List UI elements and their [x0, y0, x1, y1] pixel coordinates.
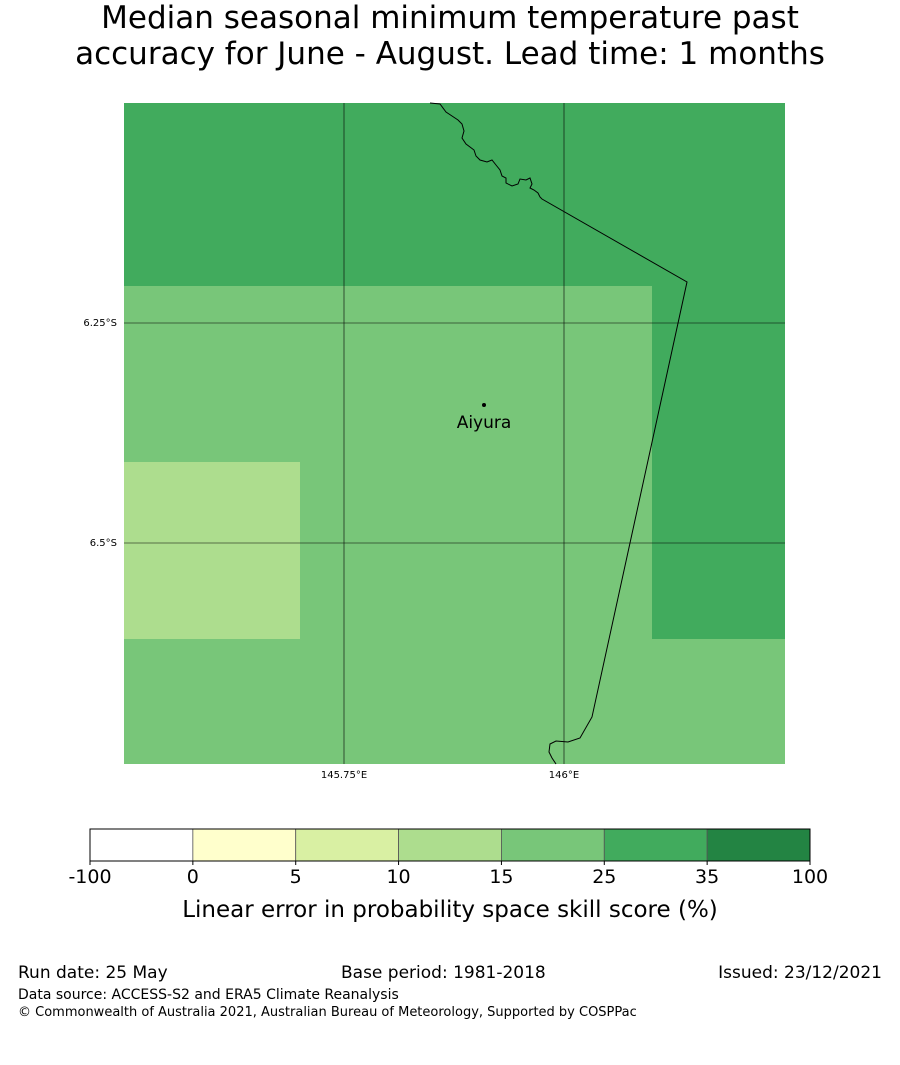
grid-cell	[124, 286, 300, 462]
grid-cell	[652, 103, 785, 286]
base-period: Base period: 1981-2018	[341, 963, 546, 983]
lat-label-2: 6.5°S	[90, 538, 117, 549]
location-dot	[482, 403, 486, 407]
grid-cell	[300, 462, 476, 639]
grid-cell	[652, 639, 785, 764]
colorbar-tick-label: -100	[68, 866, 111, 888]
border-line	[429, 102, 688, 765]
colorbar-tick-label: 0	[187, 866, 199, 888]
lon-label-1: 145.75°E	[321, 770, 367, 781]
colorbar-tick-label: 35	[695, 866, 719, 888]
graticule	[124, 103, 785, 764]
colorbar-segment	[706, 828, 811, 862]
colorbar-segment	[398, 828, 502, 862]
grid-cell	[300, 639, 476, 764]
title-line-1: Median seasonal minimum temperature past	[101, 0, 799, 36]
grid-cell	[300, 103, 476, 286]
colorbar-tick-label: 15	[489, 866, 513, 888]
colorbar-tick-label: 25	[592, 866, 616, 888]
grid-cell	[124, 639, 300, 764]
run-date: Run date: 25 May	[18, 963, 168, 983]
colorbar-tick-label: 10	[386, 866, 410, 888]
data-source: Data source: ACCESS-S2 and ERA5 Climate …	[18, 987, 399, 1003]
issued-date: Issued: 23/12/2021	[718, 963, 882, 983]
colorbar-label: Linear error in probability space skill …	[182, 897, 718, 923]
colorbar-frame	[89, 828, 811, 862]
colorbar-segment	[603, 828, 708, 862]
grid-cell	[652, 286, 785, 462]
colorbar-tick-label: 5	[290, 866, 302, 888]
colorbar-segment	[192, 828, 297, 862]
skill-grid	[124, 103, 785, 764]
location-marker: Aiyura	[457, 403, 512, 433]
lon-label-2: 146°E	[549, 770, 579, 781]
grid-cell	[300, 286, 476, 462]
colorbar-tick-label: 100	[792, 866, 828, 888]
colorbar: -100 0 5 10 15 25 35 100	[68, 828, 828, 888]
colorbar-segment	[295, 828, 399, 862]
grid-cell	[652, 462, 785, 639]
title-line-2: accuracy for June - August. Lead time: 1…	[75, 36, 825, 72]
location-label: Aiyura	[457, 413, 512, 433]
colorbar-segment	[501, 828, 605, 862]
lat-label-1: 6.25°S	[83, 318, 117, 329]
grid-cell	[124, 103, 300, 286]
grid-cell	[124, 462, 300, 639]
map-title: Median seasonal minimum temperature past…	[0, 0, 900, 72]
copyright: © Commonwealth of Australia 2021, Austra…	[18, 1005, 637, 1020]
colorbar-segment	[89, 828, 194, 862]
